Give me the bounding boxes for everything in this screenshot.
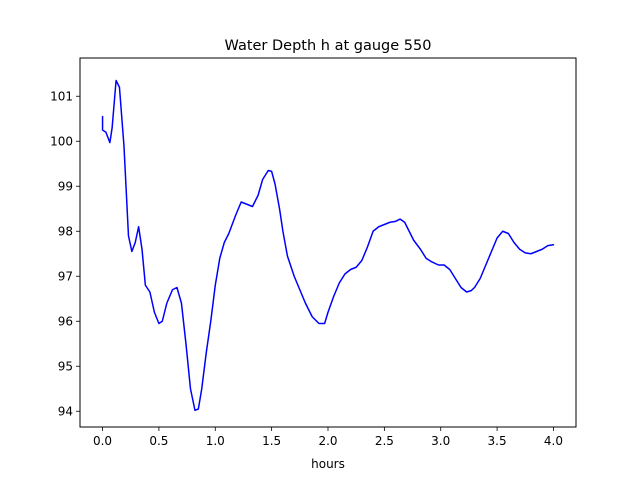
x-tick-label: 2.0 [318,434,337,448]
series-layer [101,79,555,412]
x-tick-label: 1.0 [206,434,225,448]
x-tick-label: 3.0 [431,434,450,448]
x-tick-label: 0.5 [149,434,168,448]
x-tick-label: 0.0 [93,434,112,448]
series-line-1 [101,79,555,412]
x-axis: 0.0 0.5 1.0 1.5 2.0 2.5 3.0 3.5 4.0 [93,427,563,448]
y-axis: 94 95 96 97 98 99 100 101 [50,89,80,418]
y-tick-label: 99 [58,179,73,193]
y-tick-label: 98 [58,224,73,238]
chart-title: Water Depth h at gauge 550 [225,38,432,54]
y-tick-label: 96 [58,314,73,328]
x-axis-label: hours [311,457,345,471]
y-tick-label: 100 [50,134,73,148]
x-tick-label: 4.0 [544,434,563,448]
y-tick-label: 94 [58,404,73,418]
plot-frame [79,57,577,428]
y-tick-label: 97 [58,269,73,283]
x-tick-label: 1.5 [262,434,281,448]
x-tick-label: 3.5 [488,434,507,448]
x-tick-label: 2.5 [375,434,394,448]
y-tick-label: 101 [50,89,73,103]
y-tick-label: 95 [58,359,73,373]
